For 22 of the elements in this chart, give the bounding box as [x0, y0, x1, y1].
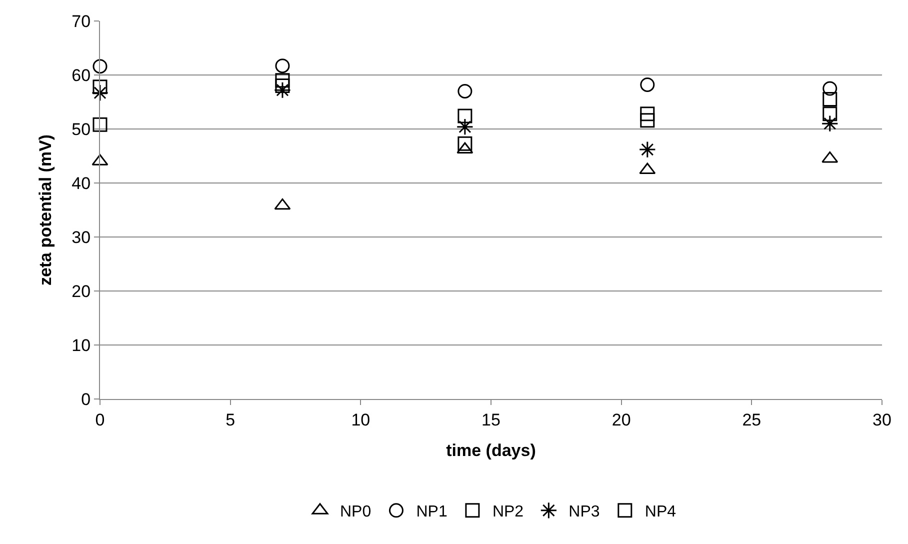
- legend-label: NP1: [416, 504, 448, 521]
- y-tick-label: 70: [72, 12, 91, 31]
- y-axis-title: zeta potential (mV): [36, 134, 56, 286]
- x-tick-label: 15: [482, 410, 500, 430]
- y-tick-label: 0: [81, 390, 91, 409]
- y-tick-label: 10: [72, 336, 91, 355]
- legend-label: NP0: [340, 504, 372, 521]
- y-tick-label: 60: [72, 66, 91, 85]
- y-tick-label: 40: [72, 174, 91, 193]
- x-tick-label: 20: [612, 410, 631, 430]
- x-axis-title: time (days): [446, 440, 536, 460]
- x-tick-label: 25: [742, 410, 762, 430]
- y-tick-label: 20: [72, 282, 91, 301]
- x-tick-label: 5: [226, 410, 236, 430]
- y-tick-label: 30: [72, 228, 91, 247]
- x-tick-label: 30: [872, 410, 892, 430]
- legend-label: NP2: [492, 504, 524, 521]
- y-tick-label: 50: [72, 120, 91, 139]
- x-tick-label: 0: [95, 410, 105, 430]
- legend-label: NP3: [568, 504, 600, 521]
- legend-label: NP4: [644, 504, 676, 521]
- x-tick-label: 10: [351, 410, 370, 430]
